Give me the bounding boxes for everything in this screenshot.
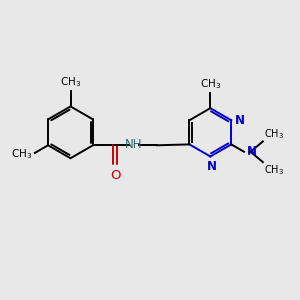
Text: CH$_3$: CH$_3$ bbox=[264, 127, 284, 141]
Text: CH$_3$: CH$_3$ bbox=[11, 148, 32, 161]
Text: CH$_3$: CH$_3$ bbox=[200, 77, 221, 91]
Text: CH$_3$: CH$_3$ bbox=[60, 75, 81, 89]
Text: N: N bbox=[235, 114, 245, 127]
Text: O: O bbox=[110, 169, 120, 182]
Text: N: N bbox=[207, 160, 217, 173]
Text: N: N bbox=[246, 145, 256, 158]
Text: NH: NH bbox=[124, 138, 142, 151]
Text: CH$_3$: CH$_3$ bbox=[264, 163, 284, 177]
